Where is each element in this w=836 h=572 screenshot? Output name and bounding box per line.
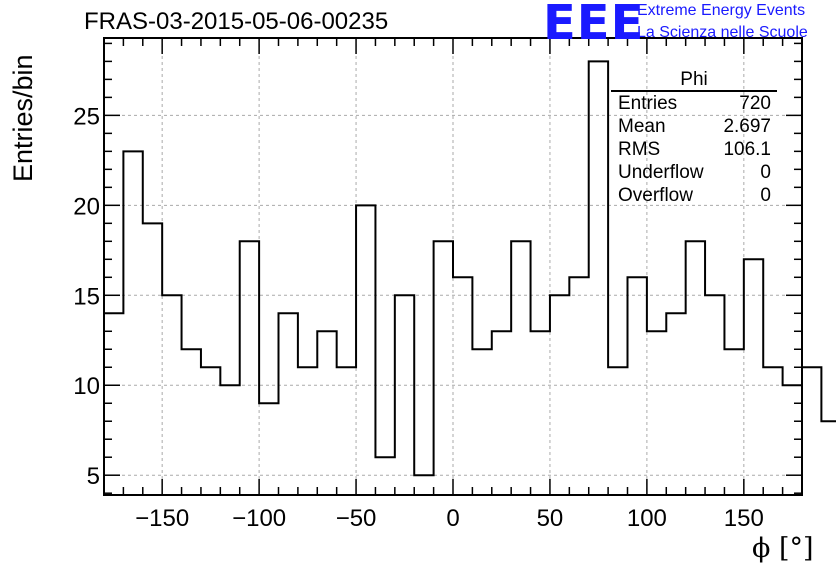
plot-frame: [103, 37, 803, 496]
x-tick-label: −150: [135, 505, 189, 532]
stats-box-title: Phi: [611, 70, 777, 92]
stats-value: 720: [739, 93, 771, 114]
chart-title: FRAS-03-2015-05-06-00235: [84, 8, 389, 35]
stats-value: 0: [760, 162, 771, 183]
y-axis-label: Entries/bin: [8, 54, 38, 182]
y-tick-label: 5: [87, 463, 100, 490]
stats-box: Phi Entries 720 Mean 2.697 RMS 106.1 Und…: [611, 70, 777, 207]
y-tick-label: 20: [73, 193, 100, 220]
stats-row-mean: Mean 2.697: [611, 115, 777, 138]
stats-row-underflow: Underflow 0: [611, 161, 777, 184]
stats-value: 106.1: [723, 139, 771, 160]
x-tick-label: 100: [627, 505, 667, 532]
x-axis-label: ϕ [°]: [752, 533, 814, 564]
stats-row-rms: RMS 106.1: [611, 138, 777, 161]
x-tick-label: −50: [336, 505, 377, 532]
x-tick-label: −100: [232, 505, 286, 532]
tick-labels: −150 −100 −50 0 50 100 150 5 10 15 20 25: [73, 103, 764, 532]
x-tick-label: 50: [537, 505, 564, 532]
y-tick-label: 15: [73, 283, 100, 310]
eee-logo: EEE: [543, 0, 645, 51]
stats-label: Entries: [618, 93, 678, 114]
stats-row-overflow: Overflow 0: [611, 184, 777, 207]
x-tick-label: 0: [446, 505, 459, 532]
logo-line-2: La Scienza nelle Scuole: [637, 24, 808, 41]
logo-line-1: Extreme Energy Events: [637, 2, 806, 19]
stats-value: 0: [760, 185, 771, 206]
y-tick-label: 25: [73, 103, 100, 130]
axis-ticks: [104, 38, 802, 495]
y-tick-label: 10: [73, 373, 100, 400]
x-tick-label: 150: [724, 505, 764, 532]
stats-label: Mean: [618, 116, 666, 137]
stats-label: Overflow: [618, 185, 693, 206]
stats-value: 2.697: [723, 116, 771, 137]
histogram-line: [104, 60, 836, 477]
stats-row-entries: Entries 720: [611, 92, 777, 115]
stats-label: RMS: [618, 139, 661, 160]
stats-label: Underflow: [618, 162, 704, 183]
